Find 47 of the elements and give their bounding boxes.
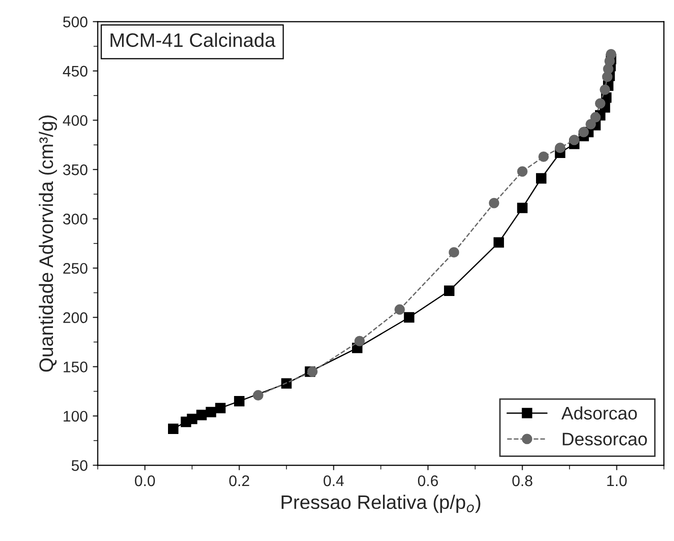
point <box>602 72 612 82</box>
point <box>215 402 226 414</box>
y-tick-label: 500 <box>63 16 88 28</box>
y-tick-label: 150 <box>64 362 88 372</box>
point <box>252 390 264 400</box>
point <box>444 286 454 296</box>
point <box>586 118 596 130</box>
point <box>569 134 580 146</box>
point <box>168 424 178 434</box>
point <box>578 126 589 138</box>
x-axis-title: Pressao Relativa (p/p$_{o}$) <box>282 494 480 513</box>
point <box>234 396 244 406</box>
point <box>186 414 198 424</box>
point <box>590 112 601 122</box>
legend-label: Adsorcao <box>561 406 637 420</box>
point <box>538 151 549 162</box>
y-tick-label: 350 <box>63 164 88 176</box>
y-axis-title: Quantidade Advorvida (cm³/g) <box>38 115 57 372</box>
point <box>517 202 528 214</box>
y-tick-label: 300 <box>63 214 88 224</box>
x-tick-label: 0.4 <box>324 475 344 486</box>
x-tick-label: 1.0 <box>607 475 627 486</box>
legend-label: Dessorcao <box>562 432 647 446</box>
point <box>196 410 207 420</box>
point <box>517 166 528 177</box>
x-tick-label: 0.2 <box>229 475 250 486</box>
y-tick-label: 50 <box>72 460 88 471</box>
point <box>307 366 318 377</box>
y-tick-label: 100 <box>64 410 88 422</box>
point <box>494 237 504 248</box>
point <box>536 173 546 184</box>
point <box>488 198 500 208</box>
point <box>354 336 365 346</box>
y-tick-label: 200 <box>63 312 88 324</box>
point <box>600 84 610 95</box>
x-tick-label: 0.6 <box>418 475 438 486</box>
x-tick-label: 0.8 <box>512 475 532 486</box>
point <box>394 304 405 315</box>
y-tick-label: 450 <box>62 66 88 77</box>
chart-title: MCM-41 Calcinada <box>110 32 276 48</box>
point <box>448 247 460 258</box>
point <box>594 98 606 109</box>
point <box>554 142 566 154</box>
x-tick-label: 0.0 <box>134 475 155 486</box>
y-tick-label: 250 <box>63 262 88 274</box>
y-tick-label: 400 <box>62 115 88 126</box>
point <box>404 312 414 323</box>
